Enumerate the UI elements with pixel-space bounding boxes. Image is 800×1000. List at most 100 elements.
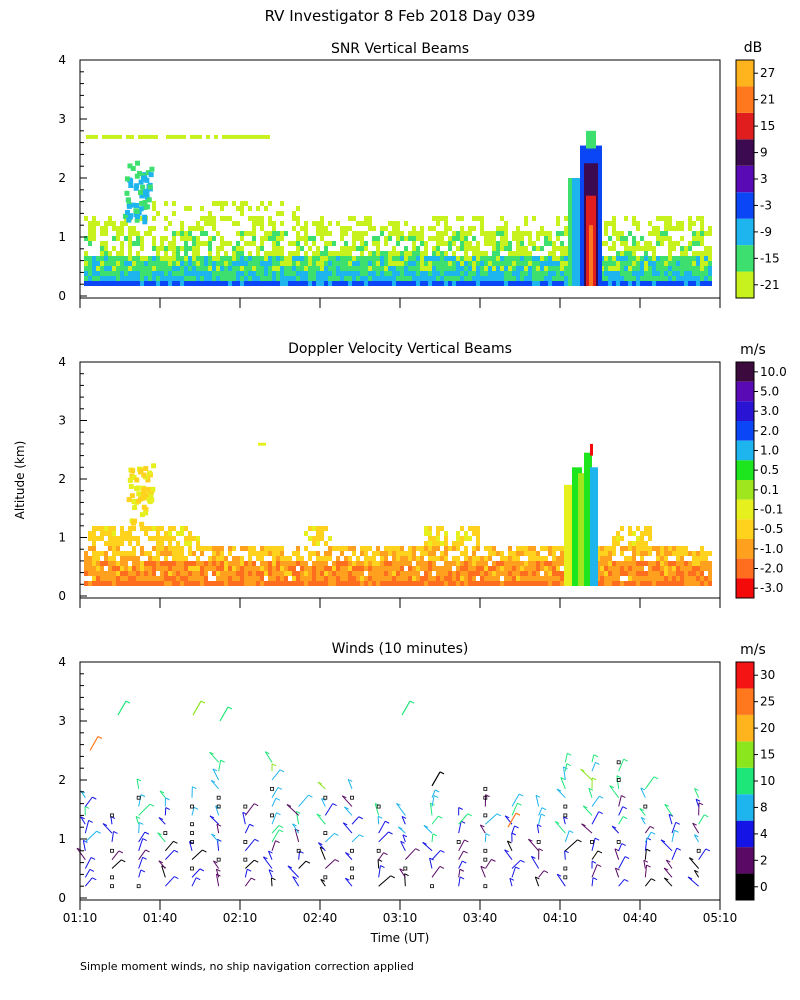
doppler-cell [600,576,604,581]
doppler-cell [696,581,700,586]
snr-cell [628,271,632,276]
snr-cell [272,256,276,261]
doppler-cell [612,536,616,541]
snr-cell [524,246,528,251]
doppler-core-band [572,467,582,586]
snr-cell [660,276,664,281]
snr-cell [508,246,512,251]
snr-cell [88,221,92,226]
snr-cell [644,276,648,281]
snr-cell [304,226,308,231]
doppler-ytick-label: 2 [58,472,66,486]
doppler-cell [168,546,172,551]
doppler-cell [392,571,396,576]
snr-cell [672,226,676,231]
snr-cell [268,251,272,256]
doppler-cell [120,566,124,571]
snr-cell [432,276,436,281]
doppler-cell [208,581,212,586]
snr-cell [640,266,644,271]
snr-cell [130,134,134,139]
snr-cell [564,266,568,271]
doppler-cell [552,556,556,561]
doppler-cell [292,561,296,566]
doppler-cell [388,561,392,566]
doppler-cell [131,474,137,480]
snr-cell [416,266,420,271]
snr-cell [404,251,408,256]
snr-cell [444,266,448,271]
doppler-cell [248,581,252,586]
snr-cell [348,251,352,256]
snr-cell [120,281,124,286]
doppler-cell [176,546,180,551]
wind-calm-marker [216,857,221,862]
snr-cell [288,281,292,286]
snr-cell [332,271,336,276]
snr-cell [504,281,508,286]
doppler-cell [316,541,320,546]
snr-cell [340,266,344,271]
snr-cell [548,276,552,281]
snr-cell [280,251,284,256]
doppler-cell [504,566,508,571]
snr-cell [134,183,140,189]
snr-cell [252,241,256,246]
snr-cell [448,256,452,261]
snr-cell [104,271,108,276]
wind-barb [164,840,174,852]
winds-colorbar-swatch [736,714,754,742]
snr-cell [200,206,204,211]
wind-barb-flag [135,816,141,819]
doppler-cell [488,571,492,576]
wind-barb [244,859,255,869]
doppler-cell [360,571,364,576]
doppler-cell [139,512,145,518]
doppler-cell [468,526,472,531]
snr-cell [316,261,320,266]
doppler-cell [276,546,280,551]
snr-cell [532,281,536,286]
snr-cell [556,246,560,251]
doppler-cell [152,576,156,581]
wind-barb [215,873,220,887]
snr-cell [604,231,608,236]
snr-cell [380,231,384,236]
snr-cell [620,276,624,281]
snr-ytick-label: 4 [58,53,66,67]
snr-cell [560,281,564,286]
doppler-cell [636,576,640,581]
snr-cell [364,281,368,286]
doppler-cell [324,571,328,576]
doppler-cell [472,571,476,576]
doppler-cell [340,551,344,556]
snr-cell [480,266,484,271]
doppler-cell [264,566,268,571]
wind-barb-flag [509,877,515,881]
doppler-cell [388,566,392,571]
doppler-cell [108,541,112,546]
doppler-cell [408,571,412,576]
snr-colorbar-swatch [736,218,754,246]
wind-barb-flag [651,878,656,882]
doppler-cell [676,551,680,556]
snr-cell [138,206,144,212]
snr-cell [356,246,360,251]
doppler-cell [440,566,444,571]
doppler-cell [104,531,108,536]
wind-barb [111,850,120,860]
snr-cell [160,281,164,286]
snr-cell [688,246,692,251]
doppler-cell [540,561,544,566]
doppler-cell [408,581,412,586]
wind-calm-marker [190,866,194,871]
winds-colorbar-swatch [736,873,754,900]
snr-cell [132,276,136,281]
snr-cell [212,271,216,276]
doppler-cell [312,536,316,541]
snr-cell [236,231,240,236]
snr-cell [412,241,416,246]
doppler-cell [680,576,684,581]
doppler-cell [320,531,324,536]
doppler-cell [552,581,556,586]
